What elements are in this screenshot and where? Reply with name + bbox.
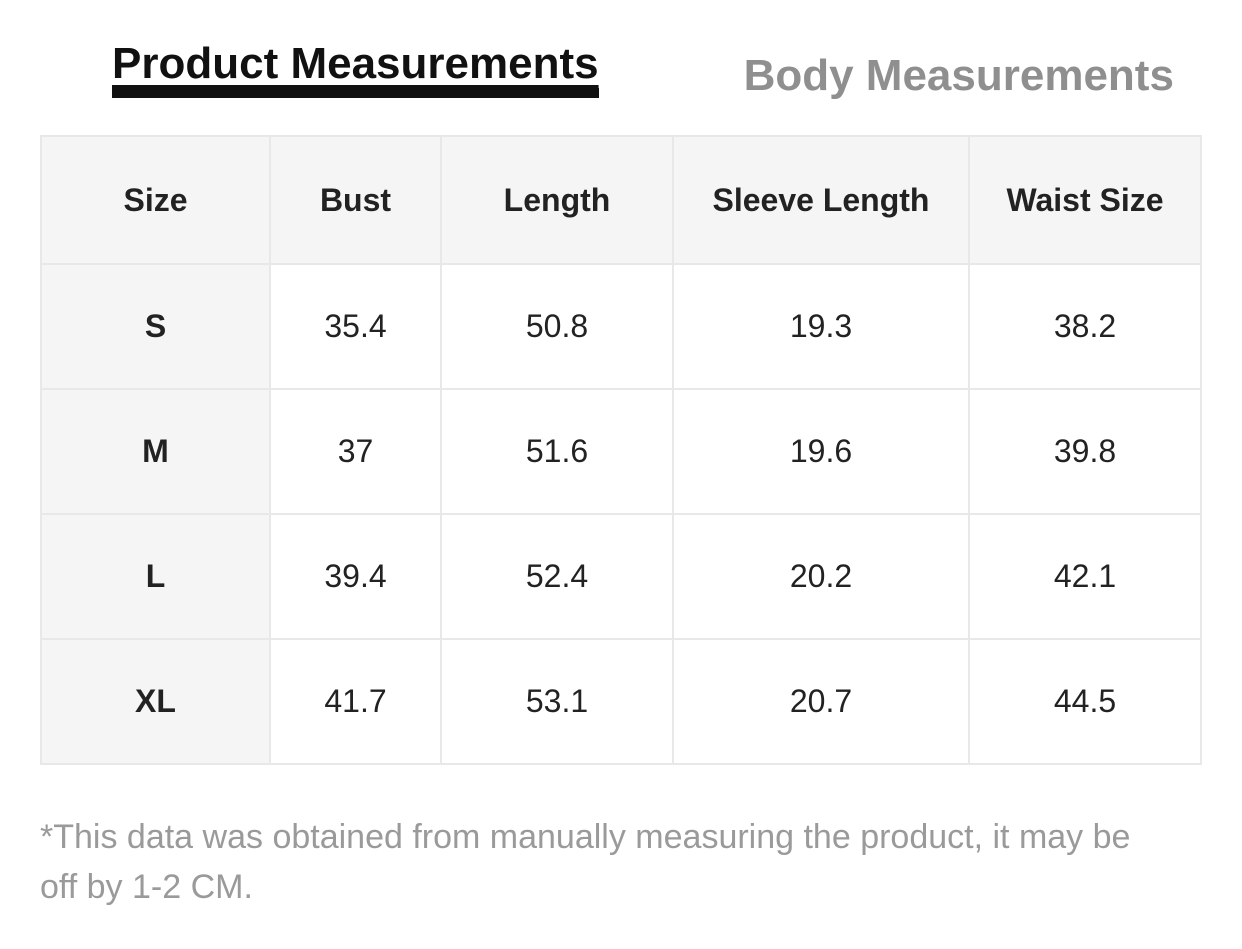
waist-size-value: 44.5 bbox=[968, 638, 1202, 765]
size-chart-header: Size Bust Length Sleeve Length Waist Siz… bbox=[40, 135, 1202, 265]
tab-body-measurements[interactable]: Body Measurements bbox=[743, 51, 1174, 100]
length-value: 53.1 bbox=[440, 638, 674, 765]
waist-size-value: 38.2 bbox=[968, 263, 1202, 390]
sleeve-length-value: 19.3 bbox=[672, 263, 970, 390]
waist-size-value: 42.1 bbox=[968, 513, 1202, 640]
bust-value: 35.4 bbox=[269, 263, 442, 390]
tab-product-measurements[interactable]: Product Measurements bbox=[112, 42, 599, 98]
measurement-disclaimer: *This data was obtained from manually me… bbox=[40, 812, 1202, 912]
waist-size-value: 39.8 bbox=[968, 388, 1202, 515]
table-row: L 39.4 52.4 20.2 42.1 bbox=[40, 513, 1202, 640]
size-chart-table: Size Bust Length Sleeve Length Waist Siz… bbox=[40, 135, 1202, 765]
sleeve-length-value: 20.2 bbox=[672, 513, 970, 640]
length-value: 50.8 bbox=[440, 263, 674, 390]
column-header-size: Size bbox=[40, 135, 271, 265]
length-value: 52.4 bbox=[440, 513, 674, 640]
size-label: L bbox=[40, 513, 271, 640]
bust-value: 41.7 bbox=[269, 638, 442, 765]
size-label: XL bbox=[40, 638, 271, 765]
table-row: XL 41.7 53.1 20.7 44.5 bbox=[40, 638, 1202, 765]
column-header-sleeve-length: Sleeve Length bbox=[672, 135, 970, 265]
size-label: M bbox=[40, 388, 271, 515]
sleeve-length-value: 20.7 bbox=[672, 638, 970, 765]
table-row: S 35.4 50.8 19.3 38.2 bbox=[40, 263, 1202, 390]
disclaimer-line-2: off by 1-2 CM. bbox=[40, 868, 253, 906]
bust-value: 37 bbox=[269, 388, 442, 515]
column-header-waist-size: Waist Size bbox=[968, 135, 1202, 265]
measurement-tabs: Product Measurements Body Measurements bbox=[112, 42, 1242, 98]
disclaimer-line-1: *This data was obtained from manually me… bbox=[40, 818, 1131, 856]
column-header-bust: Bust bbox=[269, 135, 442, 265]
length-value: 51.6 bbox=[440, 388, 674, 515]
table-row: M 37 51.6 19.6 39.8 bbox=[40, 388, 1202, 515]
size-label: S bbox=[40, 263, 271, 390]
column-header-length: Length bbox=[440, 135, 674, 265]
header-row: Size Bust Length Sleeve Length Waist Siz… bbox=[40, 135, 1202, 265]
sleeve-length-value: 19.6 bbox=[672, 388, 970, 515]
bust-value: 39.4 bbox=[269, 513, 442, 640]
